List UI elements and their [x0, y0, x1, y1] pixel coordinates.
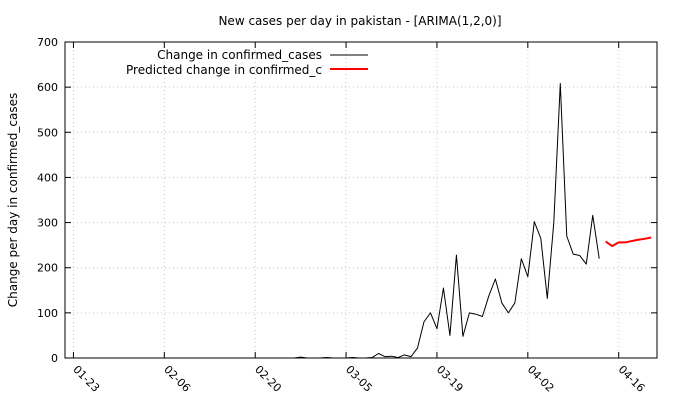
y-axis-ticks: 0 100 200 300 400 500 600 700	[37, 36, 657, 365]
x-tick-label: 03-19	[434, 363, 466, 395]
y-tick-label: 500	[37, 126, 58, 139]
y-axis-label: Change per day in confirmed_cases	[6, 93, 20, 308]
x-tick-label: 04-16	[616, 363, 648, 395]
y-tick-label: 400	[37, 171, 58, 184]
y-tick-label: 600	[37, 81, 58, 94]
series-line-actual	[294, 83, 600, 359]
legend-label-predicted: Predicted change in confirmed_c	[126, 63, 322, 77]
x-tick-label: 02-06	[161, 363, 193, 395]
x-tick-label: 03-05	[343, 363, 375, 395]
x-tick-label: 04-02	[525, 363, 557, 395]
chart-title: New cases per day in pakistan - [ARIMA(1…	[218, 14, 501, 28]
y-tick-label: 0	[51, 352, 58, 365]
x-tick-label: 01-23	[70, 363, 102, 395]
y-tick-label: 300	[37, 217, 58, 230]
y-tick-label: 200	[37, 262, 58, 275]
legend: Change in confirmed_cases Predicted chan…	[126, 48, 368, 77]
y-tick-label: 700	[37, 36, 58, 49]
y-tick-label: 100	[37, 307, 58, 320]
series-layer	[294, 83, 652, 359]
grid-layer	[65, 42, 657, 358]
plot-frame	[64, 41, 658, 359]
x-tick-label: 02-20	[252, 363, 284, 395]
series-line-predicted	[605, 236, 652, 248]
legend-label-actual: Change in confirmed_cases	[157, 48, 322, 62]
